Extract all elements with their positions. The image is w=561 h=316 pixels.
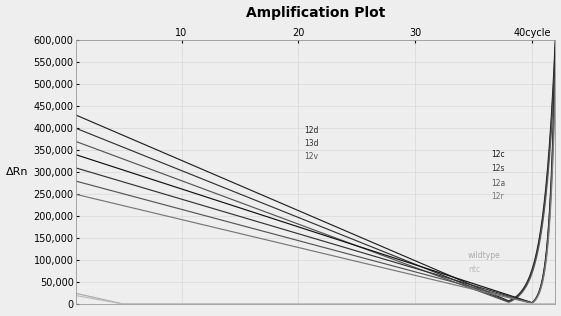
Text: wildtype: wildtype <box>468 251 500 260</box>
Text: ntc: ntc <box>468 265 480 274</box>
Text: 12v: 12v <box>304 152 318 161</box>
Text: 12c: 12c <box>491 150 505 159</box>
Text: 12d: 12d <box>304 126 319 135</box>
Text: 12r: 12r <box>491 192 504 201</box>
Text: 12s: 12s <box>491 164 505 173</box>
Title: Amplification Plot: Amplification Plot <box>246 6 385 20</box>
Text: 12a: 12a <box>491 179 505 187</box>
Text: 13d: 13d <box>304 139 319 148</box>
Y-axis label: ΔRn: ΔRn <box>6 167 28 178</box>
